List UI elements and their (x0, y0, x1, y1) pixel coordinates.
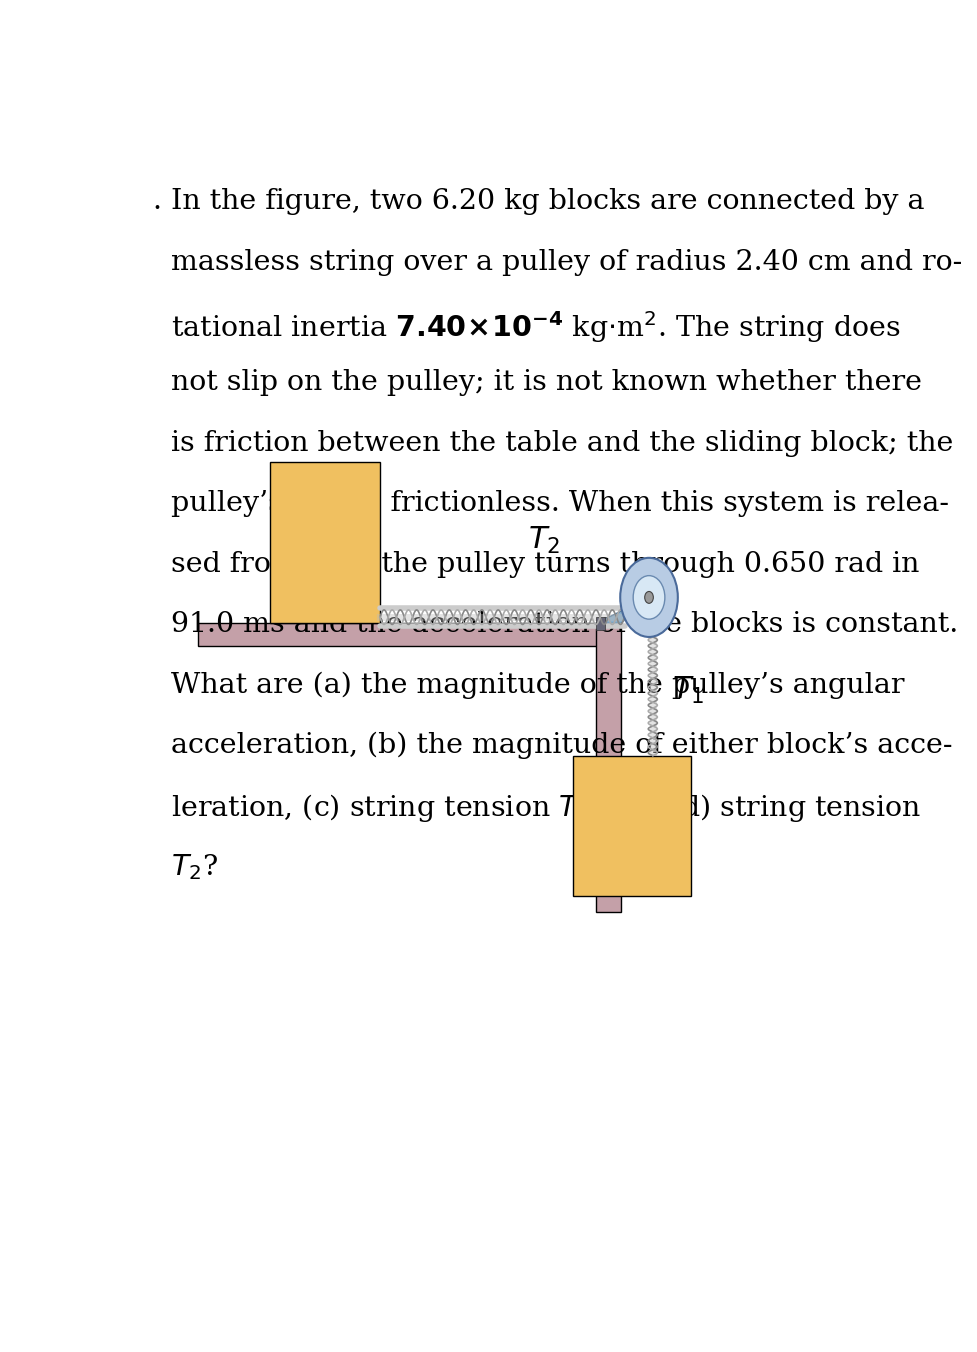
Text: 91.0 ms and the acceleration of the blocks is constant.: 91.0 ms and the acceleration of the bloc… (152, 611, 956, 638)
Text: . In the figure, two 6.20 kg blocks are connected by a: . In the figure, two 6.20 kg blocks are … (152, 188, 923, 215)
Text: tational inertia $\mathbf{7.40\!\times\!10^{-4}}$ kg$\cdot$m$^2$. The string doe: tational inertia $\mathbf{7.40\!\times\!… (152, 310, 899, 345)
Text: is friction between the table and the sliding block; the: is friction between the table and the sl… (152, 430, 952, 457)
Bar (595, 623, 620, 911)
Text: $T_2$?: $T_2$? (152, 853, 217, 883)
Text: leration, (c) string tension $T_1$, and (d) string tension: leration, (c) string tension $T_1$, and … (152, 792, 920, 825)
Bar (595, 617, 605, 630)
Bar (573, 756, 690, 896)
Bar (270, 462, 379, 623)
Bar (197, 623, 618, 646)
Text: $T_2$: $T_2$ (528, 525, 559, 556)
Text: massless string over a pulley of radius 2.40 cm and ro-: massless string over a pulley of radius … (152, 249, 960, 276)
Text: What are (a) the magnitude of the pulley’s angular: What are (a) the magnitude of the pulley… (152, 672, 903, 699)
Text: not slip on the pulley; it is not known whether there: not slip on the pulley; it is not known … (152, 369, 920, 396)
Circle shape (644, 591, 653, 603)
Text: $T_1$: $T_1$ (671, 675, 703, 706)
Circle shape (632, 576, 664, 619)
Polygon shape (595, 598, 649, 623)
Text: acceleration, (b) the magnitude of either block’s acce-: acceleration, (b) the magnitude of eithe… (152, 731, 951, 758)
Circle shape (619, 558, 677, 637)
Text: sed from rest, the pulley turns through 0.650 rad in: sed from rest, the pulley turns through … (152, 550, 918, 577)
Text: pulley’s axis is frictionless. When this system is relea-: pulley’s axis is frictionless. When this… (152, 491, 948, 518)
